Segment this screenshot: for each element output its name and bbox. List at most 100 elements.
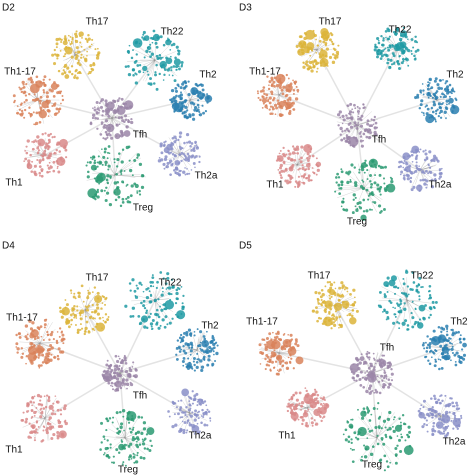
clone-node: [25, 98, 28, 102]
clone-node: [428, 82, 431, 84]
clone-node: [78, 31, 84, 37]
clone-node: [353, 181, 358, 185]
clone-node: [268, 84, 270, 87]
clone-node: [297, 50, 301, 53]
clone-node: [319, 406, 327, 415]
clone-node: [39, 403, 42, 406]
clone-node: [407, 425, 411, 429]
clone-node: [196, 422, 199, 425]
clone-node: [386, 58, 390, 62]
clone-node: [309, 54, 312, 57]
clone-node: [421, 285, 424, 288]
spoke: [142, 59, 156, 81]
clone-node: [377, 204, 382, 208]
clone-node: [90, 43, 93, 46]
clone-node: [85, 164, 88, 167]
clone-node: [416, 95, 420, 99]
spoke: [115, 435, 126, 439]
cluster: [101, 354, 138, 392]
cluster: [23, 132, 68, 178]
clone-node: [201, 88, 205, 92]
clone-node: [359, 383, 363, 387]
clone-node: [371, 445, 375, 449]
clone-node: [134, 454, 136, 456]
spoke: [44, 153, 62, 156]
clone-node: [180, 313, 183, 315]
clone-node: [414, 39, 417, 43]
clone-node: [310, 404, 313, 408]
clone-node: [132, 455, 136, 459]
clone-node: [129, 315, 133, 318]
clone-node: [413, 54, 416, 58]
clone-node: [79, 41, 82, 44]
clone-node: [272, 346, 275, 349]
clone-node: [62, 309, 65, 312]
clone-node: [186, 115, 189, 119]
clone-node: [138, 443, 142, 446]
spoke: [370, 437, 378, 470]
clone-node: [383, 208, 386, 211]
clone-node: [280, 346, 284, 349]
clone-node: [117, 430, 121, 434]
clone-node: [133, 158, 137, 162]
clone-node: [362, 103, 365, 106]
clone-node: [348, 136, 359, 147]
clone-node: [136, 454, 139, 457]
clone-node: [290, 357, 293, 360]
clone-node: [374, 174, 377, 177]
clone-node: [283, 344, 286, 347]
clone-node: [324, 300, 333, 309]
clone-node: [312, 310, 314, 312]
clone-node: [422, 399, 426, 403]
clone-node: [192, 356, 196, 360]
clone-node: [197, 358, 200, 361]
clone-node: [459, 340, 462, 344]
cluster-label: Th2: [201, 321, 219, 332]
clone-node: [154, 41, 158, 45]
clone-node: [183, 154, 187, 157]
clone-node: [179, 146, 183, 150]
clone-node: [424, 341, 427, 344]
clone-node: [386, 183, 396, 193]
clone-node: [124, 370, 129, 374]
clone-node: [347, 135, 351, 138]
clone-node: [431, 432, 435, 437]
spoke: [42, 417, 46, 420]
clone-node: [381, 379, 384, 382]
clone-node: [37, 145, 40, 148]
clone-node: [415, 155, 418, 159]
clone-node: [352, 288, 356, 292]
clone-node: [367, 366, 371, 370]
clone-node: [33, 93, 36, 96]
clone-node: [145, 49, 149, 53]
clone-node: [355, 373, 360, 378]
clone-node: [177, 138, 180, 142]
clone-node: [340, 323, 343, 327]
clone-node: [401, 413, 405, 417]
clone-node: [48, 154, 52, 158]
clone-node: [321, 417, 324, 419]
clone-node: [369, 180, 372, 183]
clone-node: [347, 122, 351, 126]
clone-node: [98, 316, 102, 320]
spoke: [316, 36, 320, 51]
spoke: [296, 161, 308, 166]
clone-node: [292, 108, 296, 111]
clone-node: [135, 436, 140, 440]
clone-node: [96, 188, 100, 192]
clone-node: [162, 162, 166, 167]
clone-node: [288, 96, 292, 100]
clone-node: [364, 159, 367, 162]
clone-node: [127, 120, 130, 123]
clone-node: [171, 162, 174, 166]
spoke: [39, 322, 53, 344]
clone-node: [285, 345, 288, 348]
clone-node: [142, 421, 147, 425]
clone-node: [388, 35, 391, 38]
clone-node: [439, 116, 443, 119]
clone-node: [270, 343, 274, 347]
clone-node: [407, 328, 410, 331]
clone-node: [358, 378, 362, 381]
clone-node: [328, 281, 332, 284]
